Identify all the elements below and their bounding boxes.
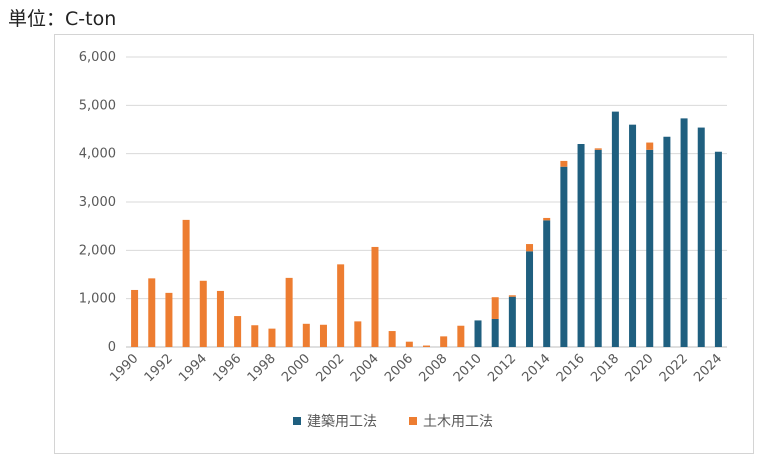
bar-building-2023 bbox=[697, 127, 705, 347]
x-tick-label: 2020 bbox=[623, 351, 657, 385]
bar-civil-2002 bbox=[337, 264, 345, 347]
bar-building-2015 bbox=[560, 166, 568, 347]
bar-civil-2001 bbox=[319, 324, 327, 347]
x-tick-label: 2000 bbox=[279, 351, 313, 385]
unit-label: 単位：C-ton bbox=[8, 8, 117, 30]
bar-civil-1997 bbox=[251, 325, 259, 347]
bar-building-2014 bbox=[543, 220, 551, 347]
legend-label-building: 建築用工法 bbox=[307, 414, 377, 430]
bar-civil-2007 bbox=[423, 345, 430, 347]
legend: 建築用工法 土木用工法 bbox=[293, 414, 493, 430]
bar-civil-1992 bbox=[165, 292, 173, 347]
x-tick-label: 1994 bbox=[176, 351, 210, 385]
bar-building-2024 bbox=[714, 151, 722, 347]
y-tick-label: 6,000 bbox=[79, 50, 116, 65]
bar-civil-2008 bbox=[440, 336, 448, 347]
bar-building-2016 bbox=[577, 144, 585, 347]
x-axis-ticks: 1990 1992 1994 1996 1998 2000 2002 2004 2006 2008… bbox=[107, 351, 725, 385]
bar-civil-1995 bbox=[216, 290, 224, 347]
x-tick-label: 2008 bbox=[416, 351, 450, 385]
x-tick-label: 2010 bbox=[451, 351, 485, 385]
legend-label-civil: 土木用工法 bbox=[423, 414, 493, 430]
bar-civil-1993 bbox=[182, 219, 190, 347]
bar-building-2011 bbox=[491, 318, 499, 347]
bar-civil-2015 bbox=[560, 160, 568, 167]
x-tick-label: 2004 bbox=[348, 351, 382, 385]
bar-civil-1994 bbox=[199, 280, 207, 347]
bar-civil-2009 bbox=[457, 325, 465, 347]
y-tick-label: 2,000 bbox=[79, 243, 116, 258]
bar-civil-1996 bbox=[234, 316, 242, 347]
bar-civil-2006 bbox=[405, 341, 413, 347]
x-tick-label: 2012 bbox=[485, 351, 519, 385]
x-tick-label: 1996 bbox=[210, 351, 244, 385]
bar-building-2012 bbox=[508, 296, 516, 347]
legend-swatch-civil bbox=[409, 417, 417, 425]
x-tick-label: 2016 bbox=[554, 351, 588, 385]
bar-civil-1991 bbox=[148, 278, 156, 347]
x-tick-label: 2022 bbox=[657, 351, 691, 385]
bar-civil-2000 bbox=[302, 323, 310, 347]
bar-civil-1999 bbox=[285, 277, 293, 347]
bar-building-2013 bbox=[526, 251, 534, 347]
bar-building-2018 bbox=[611, 111, 619, 347]
bar-building-2019 bbox=[629, 124, 637, 348]
y-tick-label: 3,000 bbox=[79, 195, 116, 210]
gridlines bbox=[126, 56, 727, 348]
bar-building-2017 bbox=[594, 149, 602, 347]
y-tick-label: 5,000 bbox=[79, 98, 116, 113]
y-tick-label: 4,000 bbox=[79, 147, 116, 162]
bar-civil-2012 bbox=[508, 295, 516, 297]
bar-civil-1998 bbox=[268, 328, 276, 347]
bar-civil-2014 bbox=[543, 217, 551, 221]
x-tick-label: 1992 bbox=[142, 351, 176, 385]
bar-building-2020 bbox=[646, 149, 654, 347]
y-axis-ticks: 0 1,000 2,000 3,000 4,000 5,000 6,000 bbox=[79, 50, 116, 355]
x-tick-label: 2002 bbox=[313, 351, 347, 385]
y-tick-label: 1,000 bbox=[79, 292, 116, 307]
chart-area: 0 1,000 2,000 3,000 4,000 5,000 6,000 1990 1992… bbox=[54, 34, 754, 454]
bar-chart: 0 1,000 2,000 3,000 4,000 5,000 6,000 1990 1992… bbox=[79, 50, 727, 430]
x-tick-label: 2014 bbox=[520, 351, 554, 385]
legend-swatch-building bbox=[293, 417, 301, 425]
bar-building-2022 bbox=[680, 118, 688, 347]
bar-civil-2017 bbox=[594, 148, 602, 150]
bar-building-2021 bbox=[663, 136, 671, 347]
x-tick-label: 1998 bbox=[245, 351, 279, 385]
bars bbox=[131, 111, 722, 348]
bar-civil-2011 bbox=[491, 297, 499, 319]
bar-civil-2013 bbox=[526, 244, 534, 252]
y-tick-label: 0 bbox=[108, 340, 116, 355]
bar-civil-2020 bbox=[646, 142, 654, 150]
x-tick-label: 2006 bbox=[382, 351, 416, 385]
x-tick-label: 2024 bbox=[691, 351, 725, 385]
bar-civil-2005 bbox=[388, 331, 396, 347]
bar-civil-1990 bbox=[131, 289, 139, 347]
bar-building-2010 bbox=[474, 320, 482, 347]
bar-civil-2003 bbox=[354, 321, 362, 347]
x-tick-label: 1990 bbox=[107, 351, 141, 385]
bar-civil-2004 bbox=[371, 246, 379, 347]
x-tick-label: 2018 bbox=[588, 351, 622, 385]
